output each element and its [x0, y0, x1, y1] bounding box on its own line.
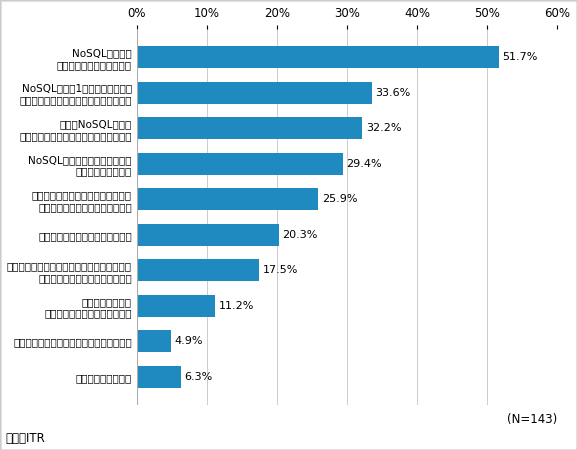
Text: 11.2%: 11.2% — [219, 301, 254, 311]
Text: 32.2%: 32.2% — [366, 123, 402, 133]
Text: 29.4%: 29.4% — [346, 159, 382, 169]
Bar — [137, 81, 372, 104]
Bar — [137, 188, 318, 210]
Text: 17.5%: 17.5% — [263, 266, 298, 275]
Bar — [137, 366, 181, 388]
Bar — [137, 46, 499, 68]
Bar — [137, 153, 343, 175]
Text: 6.3%: 6.3% — [185, 372, 213, 382]
Bar — [137, 295, 215, 317]
Text: 33.6%: 33.6% — [376, 88, 411, 98]
Bar — [137, 330, 171, 352]
Bar — [137, 259, 260, 281]
Bar — [137, 117, 362, 139]
Text: 51.7%: 51.7% — [503, 52, 538, 62]
Text: 20.3%: 20.3% — [283, 230, 318, 240]
Text: (N=143): (N=143) — [507, 413, 557, 426]
Text: 4.9%: 4.9% — [175, 337, 203, 347]
Text: 出典：ITR: 出典：ITR — [6, 432, 46, 446]
Text: 25.9%: 25.9% — [322, 194, 357, 204]
Bar — [137, 224, 279, 246]
